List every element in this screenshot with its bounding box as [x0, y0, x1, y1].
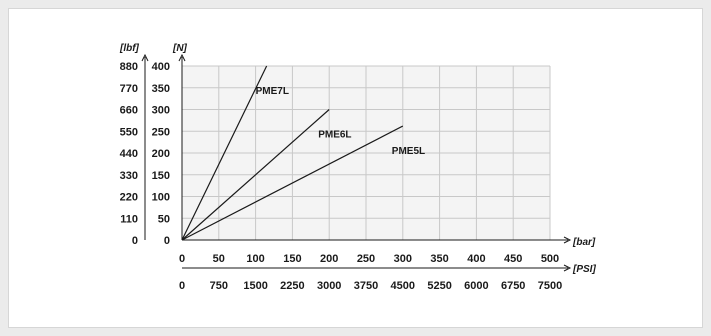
y-secondary-tick-label: 220	[120, 192, 138, 204]
y-secondary-tick-label: 880	[120, 61, 138, 73]
series-line-pme6l	[181, 109, 330, 241]
x-secondary-tick-label: 750	[210, 280, 228, 292]
x-tick-label: 500	[541, 253, 559, 265]
x-secondary-tick-label: 1500	[243, 280, 267, 292]
x-tick-label: 150	[283, 253, 301, 265]
x-axis-secondary-arrow	[563, 264, 572, 272]
y-tick-label: 250	[152, 126, 170, 138]
x-secondary-tick-label: 6000	[464, 280, 488, 292]
x-secondary-unit: [PSI]	[572, 264, 596, 275]
y-axis-secondary-arrow	[141, 53, 149, 62]
series-line-pme7l	[181, 65, 268, 241]
x-secondary-tick-label: 0	[179, 280, 185, 292]
y-primary-unit: [N]	[172, 43, 188, 54]
series-line-pme5l	[181, 125, 404, 241]
x-tick-label: 350	[430, 253, 448, 265]
x-tick-label: 200	[320, 253, 338, 265]
x-axis-primary-arrow	[563, 236, 572, 244]
series-lines: PME7L PME6L PME5L	[181, 65, 425, 241]
y-tick-label: 150	[152, 170, 170, 182]
y-secondary-tick-label: 440	[120, 148, 138, 160]
y-tick-label: 50	[158, 213, 170, 225]
unit-labels: [lbf] [N] [bar] [PSI]	[119, 43, 596, 275]
x-tick-label: 450	[504, 253, 522, 265]
y-tick-label: 200	[152, 148, 170, 160]
y-secondary-tick-label: 0	[132, 235, 138, 247]
y-secondary-tick-label: 550	[120, 126, 138, 138]
series-label-pme7l: PME7L	[256, 86, 289, 97]
series-label-pme6l: PME6L	[318, 130, 351, 141]
y-tick-label: 350	[152, 83, 170, 95]
y-secondary-tick-label: 770	[120, 83, 138, 95]
x-secondary-tick-label: 7500	[538, 280, 562, 292]
y-secondary-tick-label: 660	[120, 105, 138, 117]
x-secondary-tick-label: 2250	[280, 280, 304, 292]
x-tick-label: 0	[179, 253, 185, 265]
x-tick-label: 400	[467, 253, 485, 265]
x-secondary-tick-label: 6750	[501, 280, 525, 292]
y-tick-label: 300	[152, 105, 170, 117]
x-tick-label: 50	[213, 253, 225, 265]
x-tick-label: 100	[246, 253, 264, 265]
x-secondary-tick-label: 3000	[317, 280, 341, 292]
x-secondary-tick-label: 4500	[391, 280, 415, 292]
y-secondary-tick-label: 110	[120, 213, 138, 225]
y-secondary-tick-label: 330	[120, 170, 138, 182]
y-tick-label: 0	[164, 235, 170, 247]
series-label-pme5l: PME5L	[392, 146, 425, 157]
y-axis-primary-arrow	[178, 53, 186, 62]
x-tick-label: 300	[394, 253, 412, 265]
axes	[141, 53, 572, 272]
y-secondary-unit: [lbf]	[119, 43, 140, 54]
x-secondary-tick-label: 3750	[354, 280, 378, 292]
grid	[182, 65, 551, 240]
x-tick-label: 250	[357, 253, 375, 265]
y-tick-label: 400	[152, 61, 170, 73]
x-secondary-tick-label: 5250	[427, 280, 451, 292]
tick-labels: 0 50 100 150 200 250 300 350 400 0 110 220 330 440 550…	[120, 61, 563, 292]
y-tick-label: 100	[152, 192, 170, 204]
x-primary-unit: [bar]	[572, 237, 596, 248]
